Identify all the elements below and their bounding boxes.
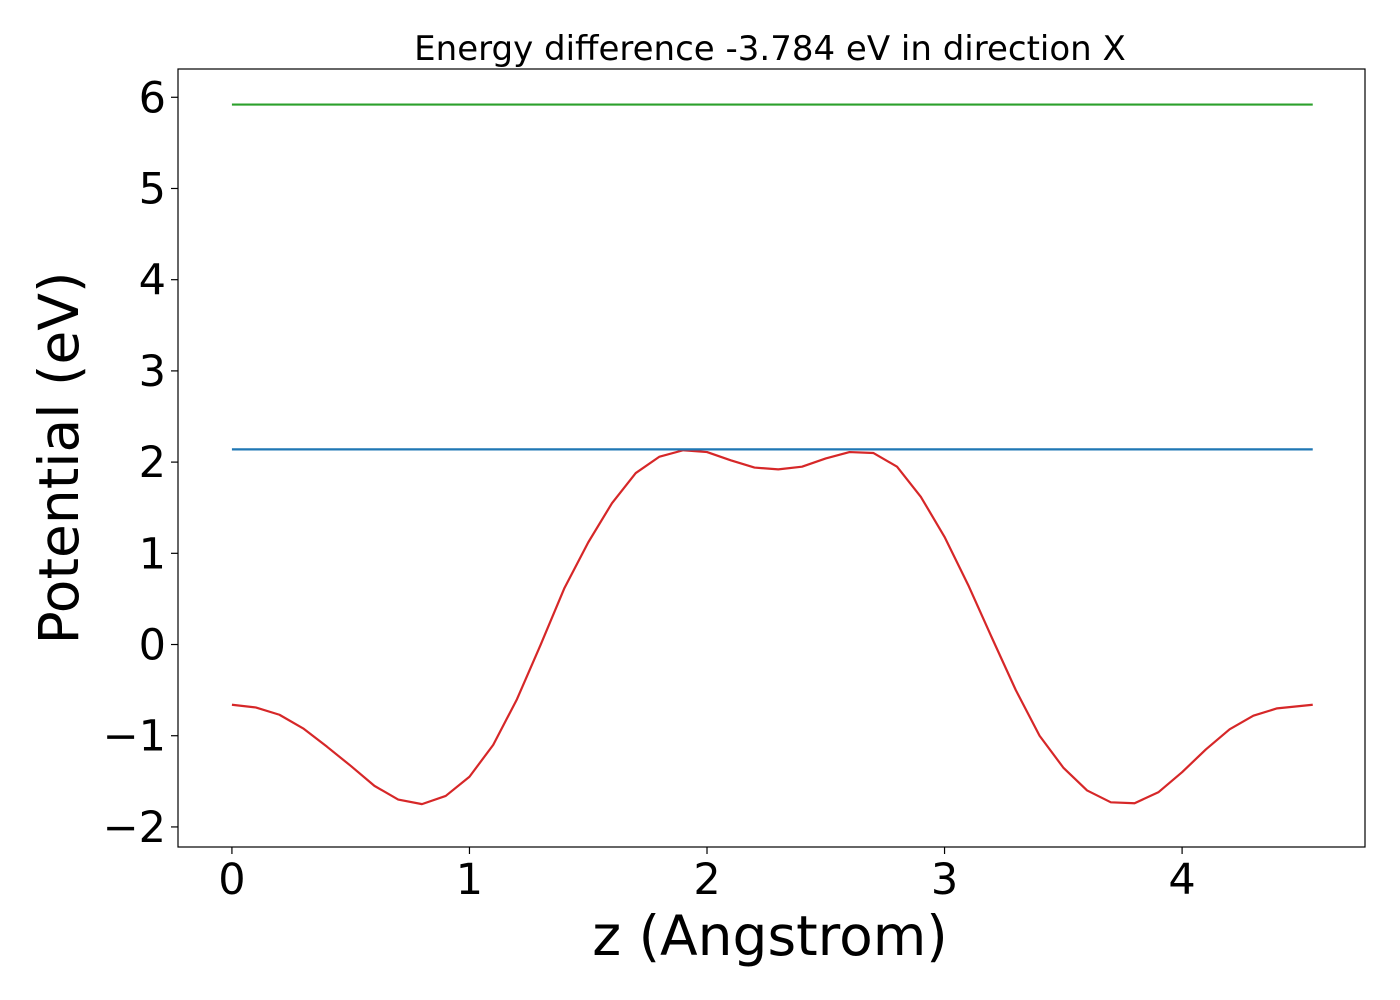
y-tick-label: 2 (139, 438, 166, 488)
axes-frame (177, 68, 1366, 848)
y-tick-label: −2 (103, 803, 166, 853)
y-tick-label: 3 (139, 347, 166, 397)
x-axis-label: z (Angstrom) (592, 904, 948, 968)
y-tick-label: 1 (139, 529, 166, 579)
y-tick-label: 6 (139, 73, 166, 123)
x-tick-label: 4 (1168, 855, 1195, 905)
chart-title: Energy difference -3.784 eV in direction… (414, 29, 1126, 69)
series-line-0 (231, 449, 1313, 806)
y-tick-label: 4 (139, 256, 166, 306)
x-tick-label: 0 (218, 855, 245, 905)
y-tick-label: −1 (103, 712, 166, 762)
y-axis-ticks: −2 −1 0 1 2 3 4 5 6 (103, 73, 178, 853)
x-tick-label: 1 (456, 855, 483, 905)
x-tick-label: 2 (693, 855, 720, 905)
y-tick-label: 0 (139, 621, 166, 671)
y-axis-label: Potential (eV) (27, 272, 91, 645)
y-tick-label: 5 (139, 164, 166, 214)
plot-area (231, 103, 1313, 806)
x-axis-ticks: 0 1 2 3 4 (218, 847, 1196, 905)
x-tick-label: 3 (931, 855, 958, 905)
